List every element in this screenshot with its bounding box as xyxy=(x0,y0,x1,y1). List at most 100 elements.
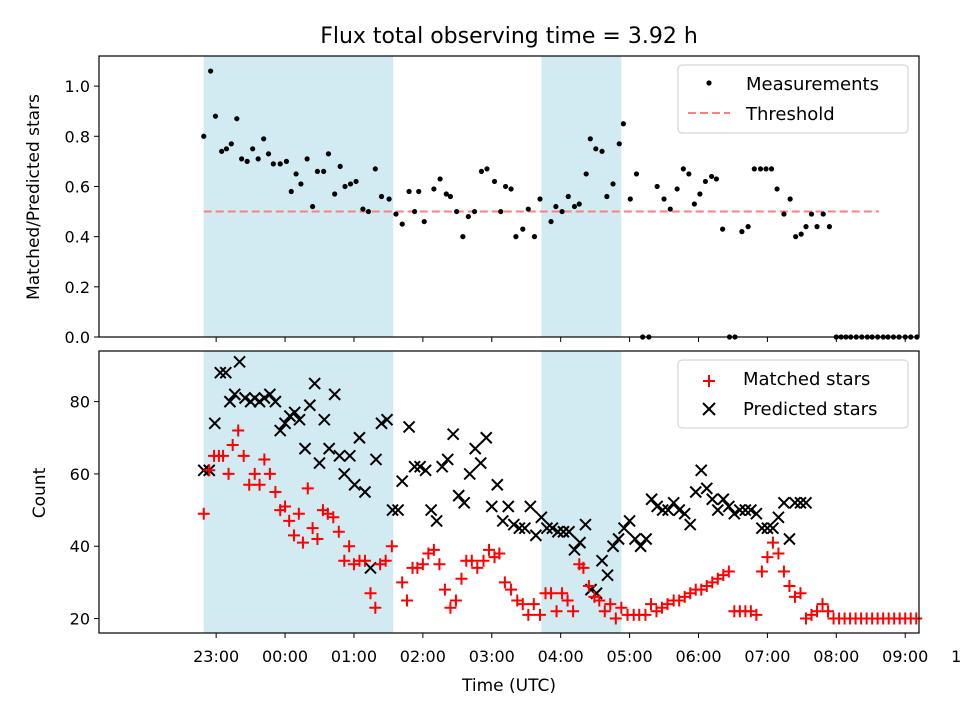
measurement-point xyxy=(502,183,509,190)
predicted-star-point xyxy=(358,485,372,499)
predicted-star-point xyxy=(313,456,326,470)
measurement-point xyxy=(808,211,815,217)
measurement-point xyxy=(654,183,660,190)
matched-star-point xyxy=(358,554,371,567)
matched-star-point xyxy=(292,507,305,520)
measurement-point xyxy=(520,226,526,232)
measurement-point xyxy=(437,176,443,182)
measurement-point xyxy=(491,178,498,185)
predicted-star-point xyxy=(772,511,785,524)
measurement-point xyxy=(393,211,399,217)
predicted-star-point xyxy=(333,449,346,463)
matched-star-point xyxy=(910,612,923,625)
bottom-xtick-label: 06:00 xyxy=(675,647,721,666)
predicted-star-point xyxy=(529,529,543,542)
matched-star-point xyxy=(556,587,569,600)
matched-star-point xyxy=(505,583,518,596)
measurement-point xyxy=(250,146,256,152)
bottom-legend: Matched stars Predicted stars xyxy=(677,359,909,429)
measurement-point xyxy=(219,148,225,154)
predicted-star-point xyxy=(623,514,636,528)
predicted-star-point xyxy=(480,431,493,444)
matched-star-point xyxy=(822,605,835,618)
matched-star-point xyxy=(639,608,652,621)
measurement-point xyxy=(212,113,219,119)
matched-star-points xyxy=(197,424,923,625)
measurement-point xyxy=(293,171,299,177)
predicted-star-point xyxy=(722,500,736,513)
predicted-star-point xyxy=(672,503,686,517)
matched-star-point xyxy=(483,543,496,556)
predicted-star-point xyxy=(343,449,357,463)
matched-star-point xyxy=(283,514,296,527)
bottom-xtick-label: 10:00 xyxy=(951,647,960,666)
predicted-star-point xyxy=(485,500,498,513)
measurement-point xyxy=(443,191,449,197)
top-ytick-label: 0.0 xyxy=(65,328,90,347)
measurement-point xyxy=(713,176,720,182)
measurement-point xyxy=(627,196,633,202)
measurement-point xyxy=(234,116,240,122)
measurement-point xyxy=(691,201,697,207)
matched-star-point xyxy=(615,601,628,614)
measurement-point xyxy=(372,166,378,172)
bottom-ytick-label: 60 xyxy=(70,465,90,484)
matched-star-point xyxy=(369,601,382,614)
predicted-star-point xyxy=(278,417,292,430)
measurement-point xyxy=(314,168,321,175)
measurement-point xyxy=(774,186,780,192)
measurement-point xyxy=(697,191,703,197)
matched-star-point xyxy=(777,565,790,578)
bottom-shaded-band-1 xyxy=(541,351,622,633)
matched-star-point xyxy=(226,439,239,451)
matched-star-point xyxy=(455,572,468,585)
predicted-star-point xyxy=(269,395,282,408)
predicted-star-points xyxy=(197,355,813,600)
measurement-point xyxy=(814,224,820,230)
matched-star-point xyxy=(279,500,292,513)
top-shaded-band-0 xyxy=(203,56,394,337)
matched-star-point xyxy=(258,453,271,466)
bottom-x-ticks: 23:00 00:00 01:00 02:00 03:00 04:00 05:00 06:00… xyxy=(193,633,960,666)
bottom-xtick-label: 05:00 xyxy=(607,647,653,666)
matched-star-point xyxy=(471,561,484,574)
predicted-star-point xyxy=(395,474,409,488)
predicted-star-point xyxy=(441,453,454,466)
predicted-star-point xyxy=(288,406,301,419)
predicted-star-point xyxy=(612,532,625,546)
measurement-point xyxy=(244,158,250,164)
matched-star-point xyxy=(761,551,774,564)
bottom-y-ticks: 20 40 60 80 xyxy=(70,393,99,629)
top-legend-box xyxy=(677,64,909,134)
measurement-point xyxy=(768,166,775,172)
predicted-star-point xyxy=(755,521,769,535)
matched-star-point xyxy=(263,467,276,480)
predicted-star-point xyxy=(761,521,774,535)
measurement-point xyxy=(720,226,726,232)
predicted-star-point xyxy=(474,456,487,470)
measurement-point xyxy=(826,224,833,230)
measurement-point xyxy=(763,166,769,172)
measurement-point xyxy=(304,156,310,162)
predicted-star-point xyxy=(579,518,592,531)
matched-star-point xyxy=(561,594,574,607)
measurement-point xyxy=(616,141,622,147)
matched-star-point xyxy=(498,576,511,589)
measurement-point xyxy=(353,178,359,185)
measurement-point xyxy=(347,181,354,187)
matched-star-point xyxy=(766,536,779,549)
predicted-star-point xyxy=(717,493,730,506)
top-panel: 0.0 0.2 0.4 0.6 0.8 1.0 Matched/Predicted sta… xyxy=(24,55,920,347)
matched-star-point xyxy=(396,576,409,589)
measurement-point xyxy=(702,178,708,185)
bottom-xtick-label: 09:00 xyxy=(882,647,928,666)
measurement-point xyxy=(471,208,478,215)
matched-star-point xyxy=(527,598,540,611)
legend-measurement-marker xyxy=(706,80,712,86)
matched-star-point xyxy=(794,587,807,600)
predicted-star-point xyxy=(353,431,366,444)
predicted-star-point xyxy=(502,500,515,513)
matched-star-point xyxy=(306,522,319,535)
predicted-star-point xyxy=(228,388,241,401)
